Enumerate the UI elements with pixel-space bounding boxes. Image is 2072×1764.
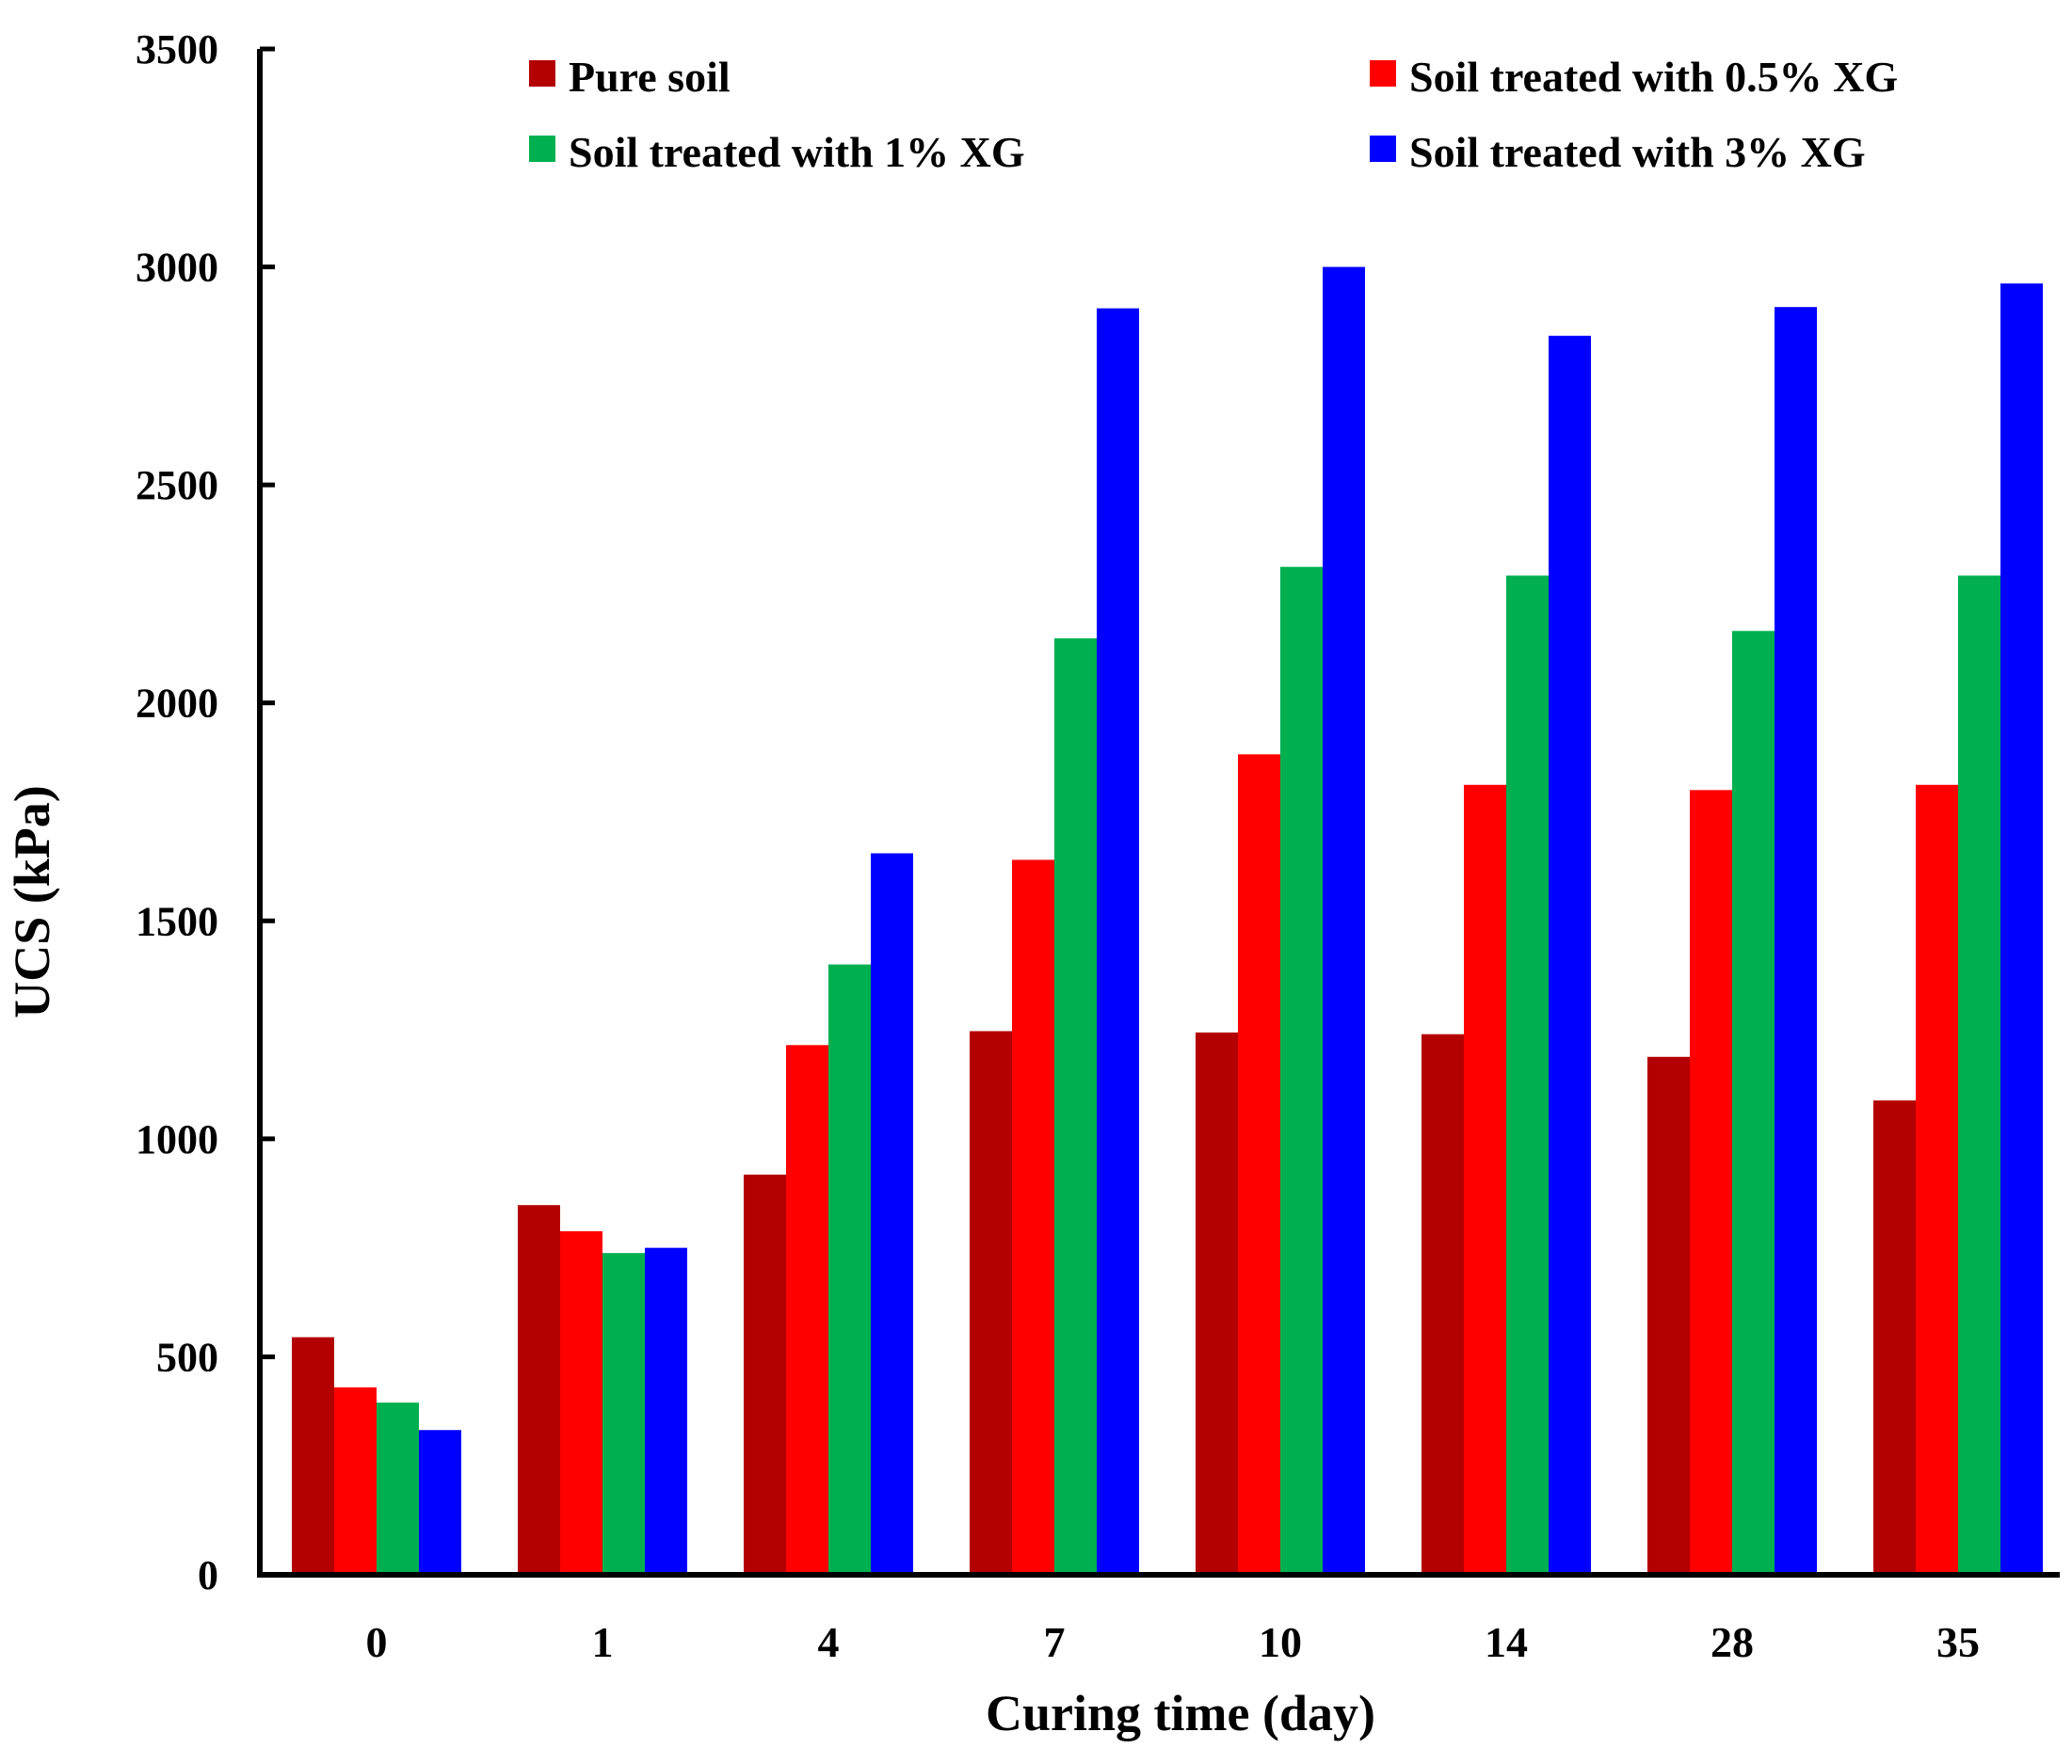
bar: [1647, 1056, 1690, 1575]
y-axis-title: UCS (kPa): [4, 785, 60, 1018]
y-tick-label: 3500: [136, 26, 218, 72]
y-tick-label: 1500: [136, 898, 218, 944]
bar: [1916, 784, 1958, 1575]
bar: [1054, 638, 1097, 1575]
bar: [1280, 567, 1323, 1576]
x-tick-label: 14: [1485, 1618, 1528, 1666]
legend-label: Soil treated with 0.5% XG: [1409, 53, 1898, 101]
bar: [602, 1253, 645, 1575]
bars-layer: [292, 266, 2043, 1576]
x-tick-label: 4: [818, 1618, 840, 1666]
x-tick-label: 10: [1259, 1618, 1302, 1666]
bar: [871, 853, 913, 1575]
bar: [1196, 1032, 1238, 1575]
bar: [2000, 283, 2043, 1575]
legend-swatch: [529, 60, 555, 87]
bar: [1421, 1034, 1464, 1575]
x-tick-label: 35: [1936, 1618, 1980, 1666]
legend: Pure soil Soil treated with 0.5% XG Soil t…: [529, 53, 1898, 176]
bar: [1323, 266, 1365, 1576]
bar: [377, 1403, 419, 1575]
legend-swatch: [1370, 136, 1396, 162]
bar: [744, 1174, 786, 1575]
bar: [1775, 307, 1817, 1576]
legend-label: Soil treated with 3% XG: [1409, 128, 1866, 176]
bar: [1958, 575, 2000, 1575]
bar: [1690, 790, 1732, 1575]
bar: [419, 1430, 461, 1575]
x-axis-title: Curing time (day): [986, 1685, 1375, 1741]
x-tick-label: 28: [1711, 1618, 1754, 1666]
bar: [1012, 859, 1054, 1575]
bar: [1464, 784, 1506, 1575]
bar: [518, 1205, 560, 1575]
bar: [970, 1031, 1012, 1575]
x-ticks-layer: 0 1 4 7 10 14 28 35: [366, 1618, 1981, 1666]
x-tick-label: 0: [366, 1618, 388, 1666]
bar: [334, 1387, 377, 1575]
y-ticks-layer: 0 500 1000 1500 2000 2500 3000 3500: [136, 26, 275, 1598]
bar: [645, 1247, 687, 1575]
y-tick-label: 2000: [136, 681, 218, 727]
bar: [1506, 575, 1549, 1575]
bar: [786, 1045, 828, 1575]
bar: [292, 1337, 334, 1575]
y-tick-label: 0: [198, 1552, 218, 1598]
legend-swatch: [529, 136, 555, 162]
y-tick-label: 2500: [136, 462, 218, 508]
y-tick-label: 3000: [136, 245, 218, 291]
x-tick-label: 7: [1044, 1618, 1066, 1666]
bar: [828, 964, 871, 1575]
y-tick-label: 500: [156, 1334, 218, 1380]
bar: [1238, 754, 1280, 1575]
legend-swatch: [1370, 60, 1396, 87]
bar: [1732, 631, 1775, 1575]
y-tick-label: 1000: [136, 1116, 218, 1163]
bar: [1097, 308, 1139, 1575]
x-tick-label: 1: [592, 1618, 614, 1666]
legend-label: Pure soil: [569, 53, 731, 101]
bar: [1873, 1100, 1916, 1575]
legend-label: Soil treated with 1% XG: [569, 128, 1025, 176]
bar: [560, 1231, 602, 1575]
bar: [1549, 335, 1591, 1575]
